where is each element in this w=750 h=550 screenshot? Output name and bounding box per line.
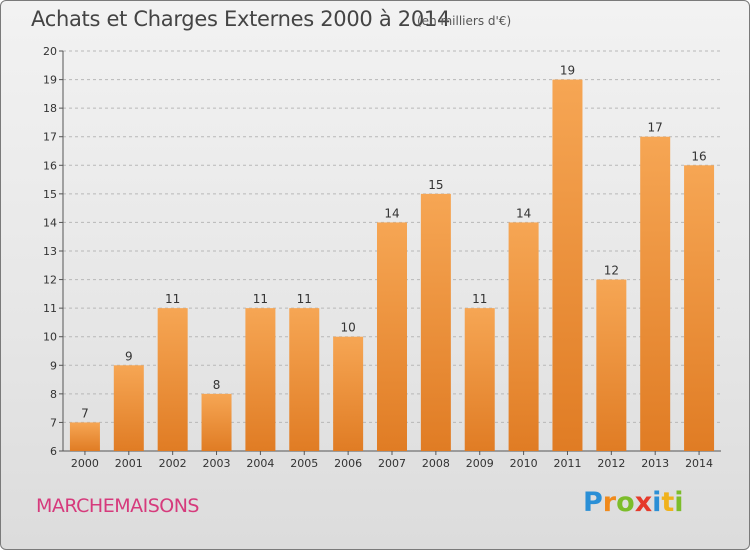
bar xyxy=(508,222,539,451)
logo-letter: o xyxy=(616,487,635,518)
logo-letter: i xyxy=(652,487,662,518)
x-tick-label: 2008 xyxy=(422,457,450,470)
x-tick-label: 2003 xyxy=(203,457,231,470)
y-tick-label: 19 xyxy=(43,74,57,87)
bar xyxy=(552,79,583,452)
bar xyxy=(464,308,495,451)
value-label: 14 xyxy=(516,206,531,220)
chart-subtitle: (en milliers d'€) xyxy=(417,14,512,28)
x-tick-label: 2005 xyxy=(290,457,318,470)
bar xyxy=(69,422,100,451)
y-tick-label: 16 xyxy=(43,159,57,172)
value-label: 14 xyxy=(384,206,399,220)
y-tick-label: 7 xyxy=(50,416,57,429)
logo-letter: i xyxy=(674,487,684,518)
y-tick-label: 12 xyxy=(43,274,57,287)
bar xyxy=(113,365,144,451)
y-tick-label: 9 xyxy=(50,359,57,372)
x-tick-label: 2012 xyxy=(597,457,625,470)
y-tick-label: 6 xyxy=(50,445,57,458)
x-tick-label: 2014 xyxy=(685,457,713,470)
bar xyxy=(596,279,627,451)
logo-letter: t xyxy=(661,487,675,518)
chart-title: Achats et Charges Externes 2000 à 2014 xyxy=(31,7,451,31)
x-tick-label: 2001 xyxy=(115,457,143,470)
bar xyxy=(201,393,232,451)
value-label: 10 xyxy=(340,321,355,335)
bar xyxy=(420,193,451,451)
place-name: MARCHEMAISONS xyxy=(36,495,200,517)
y-tick-label: 13 xyxy=(43,245,57,258)
value-label: 11 xyxy=(297,292,312,306)
x-tick-label: 2006 xyxy=(334,457,362,470)
x-tick-label: 2010 xyxy=(510,457,538,470)
y-tick-label: 20 xyxy=(43,45,57,58)
value-label: 9 xyxy=(125,349,133,363)
logo-letter: P xyxy=(583,487,603,518)
proxiti-logo: Proxiti xyxy=(583,487,684,518)
x-tick-label: 2000 xyxy=(71,457,99,470)
bar xyxy=(157,308,188,451)
bar xyxy=(289,308,320,451)
y-tick-label: 8 xyxy=(50,388,57,401)
value-label: 12 xyxy=(604,264,619,278)
bar xyxy=(684,165,715,452)
x-tick-label: 2013 xyxy=(641,457,669,470)
x-tick-label: 2011 xyxy=(553,457,581,470)
y-tick-label: 17 xyxy=(43,131,57,144)
y-tick-label: 10 xyxy=(43,331,57,344)
value-label: 11 xyxy=(253,292,268,306)
value-label: 11 xyxy=(472,292,487,306)
value-label: 8 xyxy=(213,378,221,392)
value-label: 7 xyxy=(81,406,89,420)
x-tick-label: 2007 xyxy=(378,457,406,470)
value-label: 15 xyxy=(428,178,443,192)
x-tick-label: 2002 xyxy=(159,457,187,470)
value-label: 17 xyxy=(648,121,663,135)
value-label: 16 xyxy=(691,149,706,163)
bar xyxy=(377,222,407,451)
value-label: 19 xyxy=(560,64,575,78)
y-tick-label: 18 xyxy=(43,102,57,115)
bar xyxy=(333,336,364,451)
x-tick-label: 2004 xyxy=(246,457,274,470)
y-tick-label: 14 xyxy=(43,216,57,229)
value-label: 11 xyxy=(165,292,180,306)
bar xyxy=(640,136,671,451)
logo-letter: r xyxy=(602,487,617,518)
bar xyxy=(245,308,276,451)
y-tick-label: 15 xyxy=(43,188,57,201)
y-tick-label: 11 xyxy=(43,302,57,315)
logo-letter: x xyxy=(634,487,653,518)
x-tick-label: 2009 xyxy=(466,457,494,470)
